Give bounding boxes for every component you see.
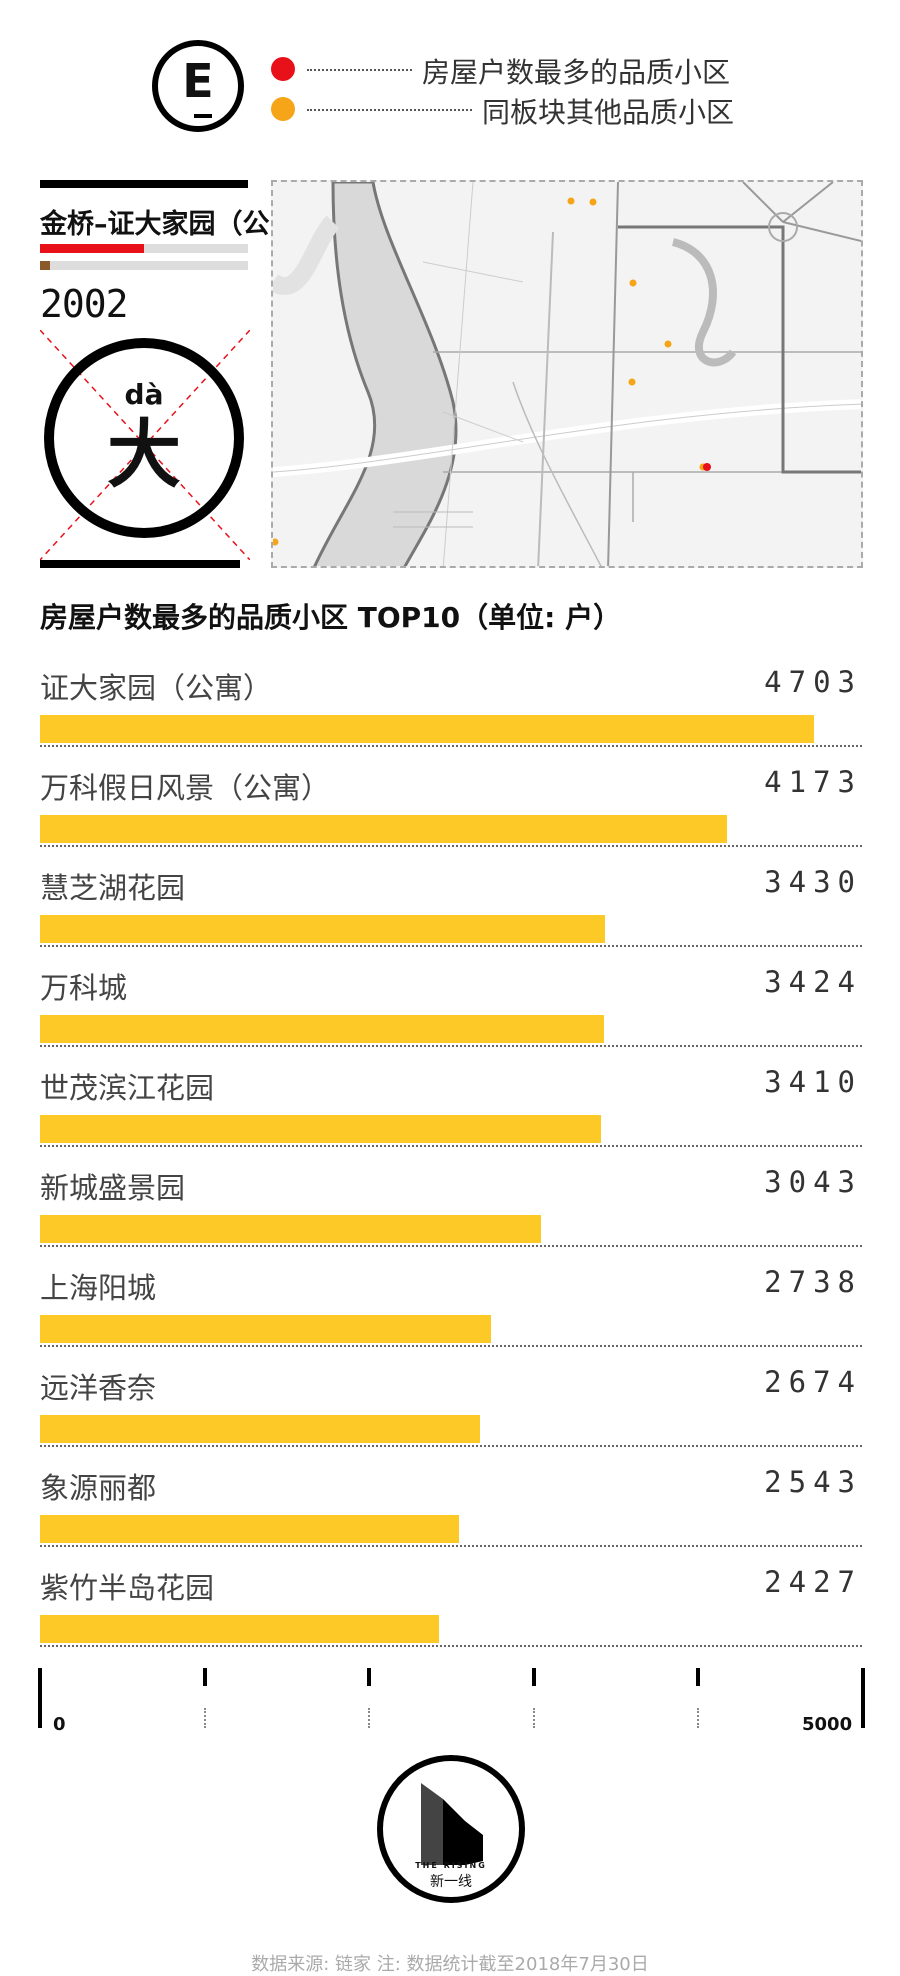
bar-value-label: 3430	[764, 865, 862, 899]
row-separator	[40, 1545, 862, 1547]
axis-tick	[861, 1668, 865, 1728]
rising-logo: THE RISING 新一线	[377, 1755, 525, 1903]
location-map	[271, 180, 863, 568]
axis-label-min: 0	[53, 1714, 66, 1735]
rising-logo-en: THE RISING	[415, 1861, 487, 1870]
e-logo: E	[152, 40, 244, 132]
bar	[40, 815, 727, 843]
profile-seal-circle	[44, 338, 244, 538]
bar	[40, 1515, 459, 1543]
profile-bar-1-bg	[40, 244, 248, 253]
axis-gridline	[203, 1708, 206, 1728]
row-separator	[40, 1245, 862, 1247]
legend-dot-orange	[271, 97, 295, 121]
profile-bar-2-bg	[40, 261, 248, 270]
row-separator	[40, 745, 862, 747]
legend-label-top: 房屋户数最多的品质小区	[422, 56, 731, 89]
rising-logo-mark	[421, 1783, 483, 1865]
axis-tick	[696, 1668, 701, 1686]
bar-value-label: 2427	[764, 1565, 862, 1599]
legend-line-2	[307, 109, 472, 111]
e-logo-letter: E	[182, 54, 214, 108]
bar	[40, 1115, 602, 1143]
row-separator	[40, 1045, 862, 1047]
bar-value-label: 2674	[764, 1365, 862, 1399]
profile-hanzi: 大	[107, 412, 181, 498]
bar	[40, 1615, 440, 1643]
bar	[40, 915, 605, 943]
bar-category-label: 象源丽都	[40, 1471, 157, 1505]
rising-logo-cn: 新一线	[430, 1874, 472, 1890]
bar	[40, 1015, 604, 1043]
legend-label-other: 同板块其他品质小区	[482, 96, 735, 129]
bar-value-label: 3043	[764, 1165, 862, 1199]
bar-category-label: 万科城	[40, 971, 128, 1005]
bar-category-label: 紫竹半岛花园	[40, 1571, 215, 1605]
chart-title: 房屋户数最多的品质小区 TOP10（单位: 户）	[40, 601, 622, 634]
legend-dot-red	[271, 57, 295, 81]
profile-bar-1-fill	[40, 244, 144, 253]
bar-category-label: 上海阳城	[40, 1271, 157, 1305]
row-separator	[40, 845, 862, 847]
bar	[40, 1315, 491, 1343]
axis-tick	[531, 1668, 536, 1686]
axis-gridline	[368, 1708, 371, 1728]
profile-pinyin: dà	[124, 378, 164, 411]
row-separator	[40, 1145, 862, 1147]
bar-category-label: 证大家园（公寓）	[40, 671, 273, 705]
bar-value-label: 3424	[764, 965, 862, 999]
axis-gridline	[532, 1708, 535, 1728]
bar-value-label: 2738	[764, 1265, 862, 1299]
bar-category-label: 新城盛景园	[40, 1171, 186, 1205]
axis-tick	[367, 1668, 372, 1686]
row-separator	[40, 1445, 862, 1447]
bar-value-label: 3410	[764, 1065, 862, 1099]
profile-bottom-rule	[40, 560, 240, 568]
bar	[40, 1215, 541, 1243]
row-separator	[40, 945, 862, 947]
bar-value-label: 2543	[764, 1465, 862, 1499]
bar	[40, 1415, 481, 1443]
bar-category-label: 世茂滨江花园	[40, 1071, 215, 1105]
profile-bar-2-fill	[40, 261, 50, 270]
axis-tick	[202, 1668, 207, 1686]
profile-top-rule	[40, 180, 248, 188]
bar-category-label: 万科假日风景（公寓）	[40, 771, 331, 805]
row-separator	[40, 1645, 862, 1647]
map-graphic	[273, 182, 861, 566]
bar-value-label: 4703	[764, 665, 862, 699]
legend-line-1	[307, 69, 412, 71]
e-logo-underline	[194, 114, 212, 118]
bar-category-label: 慧芝湖花园	[40, 871, 186, 905]
axis-gridline	[697, 1708, 700, 1728]
row-separator	[40, 1345, 862, 1347]
axis-label-max: 5000	[802, 1714, 853, 1735]
bar-value-label: 4173	[764, 765, 862, 799]
profile-year: 2002	[40, 282, 129, 326]
bar	[40, 715, 815, 743]
data-source-note: 数据来源: 链家 注: 数据统计截至2018年7月30日	[251, 1954, 649, 1975]
axis-tick	[38, 1668, 42, 1728]
bar-category-label: 远洋香奈	[40, 1371, 157, 1405]
